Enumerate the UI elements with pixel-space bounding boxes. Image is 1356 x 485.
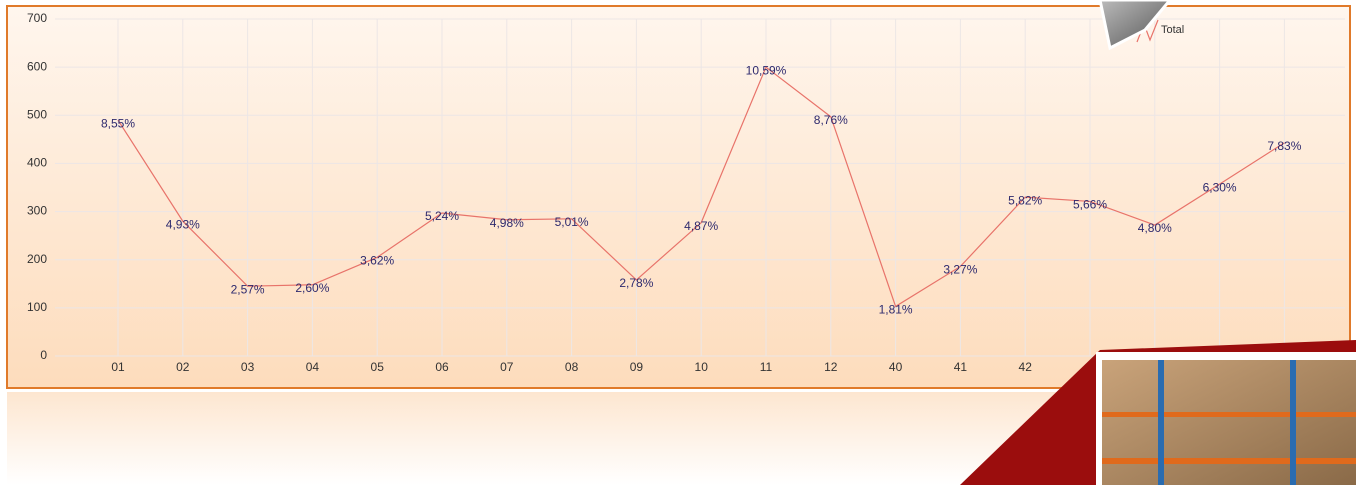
x-tick-label: 41 [954,360,968,374]
point-label: 4,93% [166,217,200,231]
point-label: 4,80% [1138,221,1172,235]
x-tick-label: 12 [824,360,838,374]
point-label: 2,57% [231,282,265,296]
y-tick-label: 600 [27,59,47,73]
point-label: 8,76% [814,113,848,127]
photo-shelf [1102,412,1356,417]
chart: 0 100 200 300 400 500 600 700 01 02 03 04 05 06 07 08 09… [0,0,1356,485]
point-label: 5,24% [425,209,459,223]
x-tick-label: 42 [1019,360,1033,374]
point-label: 5,66% [1073,198,1107,212]
x-tick-label: 08 [565,360,579,374]
y-tick-label: 400 [27,156,47,170]
photo-shelf [1102,458,1356,464]
point-label: 6,30% [1203,180,1237,194]
page: {"chart_data": {"type": "line", "categor… [0,0,1356,485]
legend-label: Total [1161,24,1184,36]
x-tick-label: 03 [241,360,255,374]
point-label: 4,87% [684,219,718,233]
y-tick-label: 0 [40,348,47,362]
point-label: 5,01% [555,215,589,229]
x-tick-label: 09 [630,360,644,374]
y-tick-label: 500 [27,107,47,121]
photo-post [1158,360,1164,485]
photo-post [1290,360,1296,485]
x-tick-label: 02 [176,360,190,374]
point-label: 4,98% [490,216,524,230]
point-label: 2,60% [295,281,329,295]
x-tick-label: 05 [371,360,385,374]
point-label: 5,82% [1008,193,1042,207]
x-tick-label: 01 [111,360,125,374]
point-label: 10,59% [746,63,787,77]
x-tick-label: 40 [889,360,903,374]
point-label: 3,62% [360,253,394,267]
point-label: 3,27% [943,263,977,277]
point-label: 8,55% [101,116,135,130]
x-tick-label: 07 [500,360,514,374]
x-tick-label: 04 [306,360,320,374]
y-tick-label: 700 [27,11,47,25]
point-label: 1,81% [879,303,913,317]
x-tick-label: 10 [695,360,709,374]
point-label: 7,83% [1267,139,1301,153]
y-tick-label: 300 [27,204,47,218]
point-label: 2,78% [619,276,653,290]
plot-frame [7,6,1350,388]
y-tick-label: 200 [27,252,47,266]
y-tick-label: 100 [27,300,47,314]
photo [1102,360,1356,485]
x-tick-label: 11 [760,360,773,374]
x-tick-label: 06 [435,360,449,374]
